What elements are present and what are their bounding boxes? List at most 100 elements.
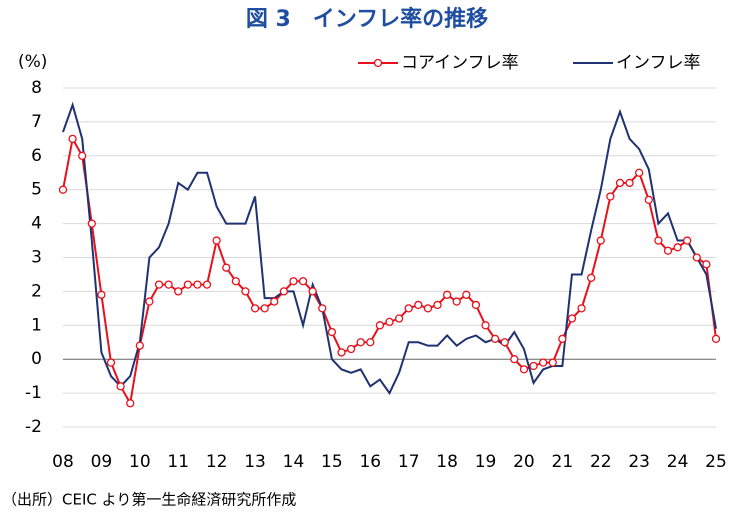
x-tick-label: 08 [52,452,74,472]
legend-label: インフレ率 [616,53,701,73]
data-point [615,178,625,188]
data-point [423,304,433,313]
y-tick-label: 8 [31,78,42,98]
y-tick-label: 4 [31,214,42,234]
data-point [250,304,260,313]
data-point [97,290,106,299]
source-note: （出所）CEIC より第一生命経済研究所作成 [2,491,296,509]
data-point [308,287,317,296]
x-tick-label: 16 [359,452,381,472]
data-point [606,192,615,201]
data-point [337,348,346,357]
data-point [106,358,116,367]
y-tick-label: 2 [31,281,42,301]
legend-label: コアインフレ率 [401,53,519,73]
x-tick-label: 11 [167,452,189,472]
y-axis-label: (%) [18,52,47,72]
y-tick-label: 6 [31,146,42,166]
data-point [692,253,701,262]
data-point [154,280,164,289]
data-point [375,321,385,330]
data-point [78,151,87,160]
y-tick-label: 5 [31,180,42,200]
x-tick-label: 20 [513,452,535,472]
data-point [183,280,192,289]
data-point [279,287,289,296]
data-point [577,304,586,313]
y-tick-label: 0 [31,349,42,369]
data-point [116,382,125,391]
data-point [68,134,77,144]
x-tick-label: 21 [552,452,574,472]
x-tick-label: 14 [283,452,305,472]
data-point [318,304,327,313]
data-point [164,280,173,289]
x-tick-label: 25 [705,452,727,472]
data-point [394,314,404,323]
data-point [490,334,500,344]
data-point [385,317,394,327]
data-point [231,277,241,286]
data-point [58,185,68,194]
data-point [481,321,490,330]
y-tick-label: -1 [25,383,42,403]
x-tick-label: 10 [129,452,151,472]
data-point [260,304,269,313]
legend-marker [373,58,383,68]
x-tick-label: 23 [628,452,650,472]
data-point [462,290,471,299]
data-point [327,327,337,337]
data-point [356,338,365,347]
data-point [433,300,442,310]
y-tick-label: -2 [25,417,42,437]
data-point [87,219,96,228]
data-point [529,361,538,371]
data-point [519,365,529,374]
data-point [366,338,375,347]
data-point [538,358,548,367]
data-point [558,334,567,344]
data-point [145,297,154,306]
data-point [673,243,682,252]
data-point [298,277,308,286]
data-point [193,280,202,289]
data-point [702,260,711,269]
data-point [135,341,144,350]
x-tick-label: 12 [206,452,228,472]
data-point [587,273,596,282]
x-tick-label: 17 [398,452,420,472]
x-tick-label: 24 [667,452,689,472]
data-point [174,287,183,296]
series-line [62,101,717,396]
y-tick-label: 1 [31,315,42,335]
data-point [625,178,634,188]
data-point [500,338,509,347]
x-tick-label: 13 [244,452,266,472]
data-point [654,236,663,245]
data-point [270,297,279,306]
data-point [596,236,605,245]
data-point [404,304,413,313]
y-tick-label: 3 [31,248,42,268]
x-tick-label: 19 [475,452,497,472]
data-point [241,287,250,296]
data-point [222,263,231,272]
data-point [644,195,653,205]
data-point [346,344,356,354]
y-tick-label: 7 [31,112,42,132]
data-point [442,290,452,299]
data-point [414,300,423,310]
data-point [567,314,577,323]
x-tick-label: 18 [436,452,458,472]
data-point [289,277,298,286]
data-point [452,297,461,306]
chart-title: 図 3 インフレ率の推移 [246,6,488,32]
data-point [683,236,692,245]
x-tick-label: 22 [590,452,612,472]
data-point [212,236,221,245]
data-point [711,334,721,344]
data-point [663,246,673,255]
x-tick-label: 09 [91,452,113,472]
data-point [202,280,212,289]
